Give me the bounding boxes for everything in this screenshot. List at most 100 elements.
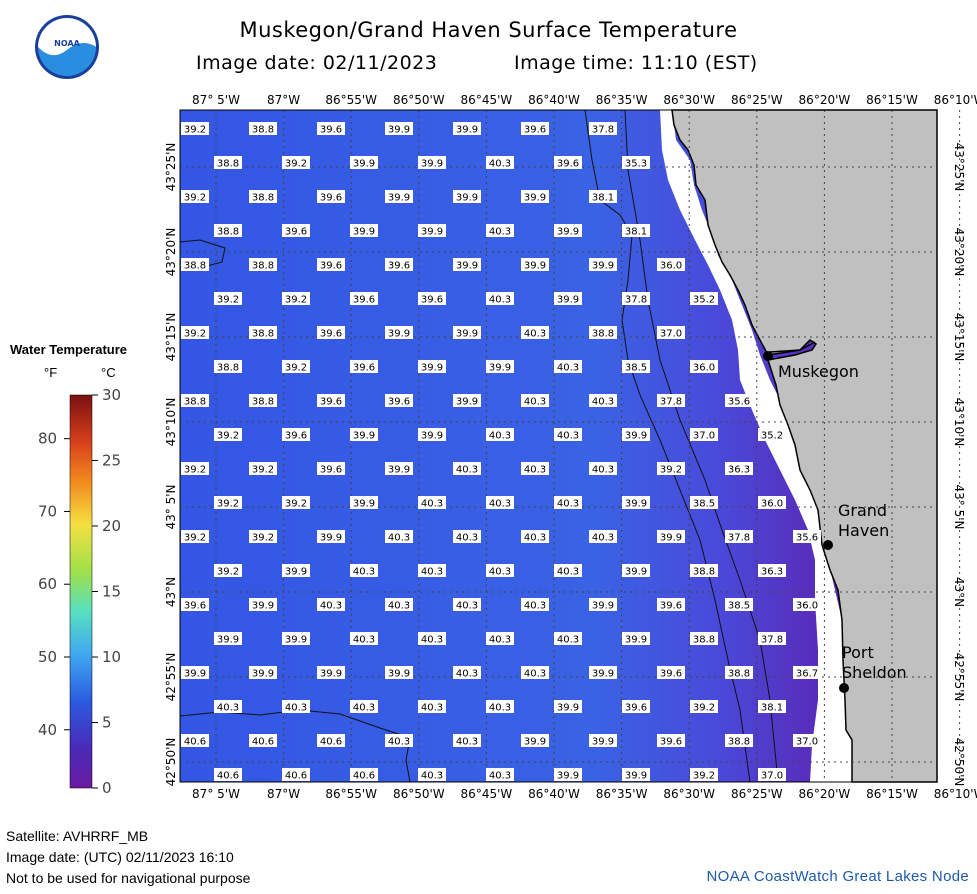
temperature-label: 39.6 <box>625 703 647 714</box>
temperature-label: 39.9 <box>252 669 274 680</box>
noaa-credit: NOAA CoastWatch Great Lakes Node <box>706 868 969 885</box>
temperature-label: 40.6 <box>252 737 274 748</box>
temperature-label: 39.2 <box>252 533 274 544</box>
temperature-label: 38.8 <box>693 567 715 578</box>
temperature-label: 35.2 <box>693 295 715 306</box>
temperature-label-box <box>385 666 413 679</box>
temperature-label-box <box>554 428 582 441</box>
temperature-label: 39.9 <box>592 601 614 612</box>
temperature-label: 36.0 <box>693 363 715 374</box>
temperature-label-box <box>350 224 378 237</box>
temperature-label: 39.9 <box>557 703 579 714</box>
temperature-label: 39.6 <box>660 737 682 748</box>
port-sheldon-marker <box>839 683 849 693</box>
temperature-label: 38.8 <box>592 329 614 340</box>
lon-tick-label-bottom: 86°45'W <box>461 787 513 801</box>
temperature-label: 40.3 <box>421 567 443 578</box>
temperature-label: 39.9 <box>592 261 614 272</box>
legend-fahrenheit-tick: 60 <box>38 575 57 593</box>
image-date: Image date: 02/11/2023 <box>196 52 438 74</box>
temperature-label: 39.6 <box>320 261 342 272</box>
temperature-label-box <box>758 428 786 441</box>
temperature-label: 40.3 <box>456 601 478 612</box>
temperature-label-box <box>282 496 310 509</box>
temperature-label: 37.8 <box>592 125 614 136</box>
temperature-label-box <box>350 700 378 713</box>
legend-celsius-tick: 30 <box>102 386 121 404</box>
temperature-label: 40.3 <box>421 703 443 714</box>
temperature-label-box <box>214 564 242 577</box>
temperature-label-box <box>385 734 413 747</box>
lon-tick-label-top: 86°40'W <box>528 93 580 107</box>
temperature-label: 39.2 <box>184 329 206 340</box>
lat-tick-label-left: 43°25'N <box>164 143 178 192</box>
temperature-label: 40.3 <box>489 567 511 578</box>
noaa-logo: NOAA <box>35 15 99 79</box>
temperature-label-box <box>657 326 685 339</box>
temperature-label-box <box>622 496 650 509</box>
temperature-label-box <box>554 564 582 577</box>
lon-tick-label-bottom: 86°30'W <box>663 787 715 801</box>
temperature-label-box <box>418 700 446 713</box>
temperature-label: 38.1 <box>592 193 614 204</box>
temperature-label-box <box>214 360 242 373</box>
temperature-label-box <box>249 462 277 475</box>
temperature-label: 40.3 <box>557 567 579 578</box>
temperature-label-box <box>521 122 549 135</box>
temperature-label: 39.2 <box>693 771 715 782</box>
temperature-label: 36.0 <box>660 261 682 272</box>
temperature-label-box <box>690 564 718 577</box>
temperature-label-box <box>521 258 549 271</box>
muskegon-marker <box>763 351 773 361</box>
legend-fahrenheit-tick: 70 <box>38 502 57 520</box>
temperature-label-box <box>214 700 242 713</box>
temperature-label-box <box>453 734 481 747</box>
temperature-label-box <box>486 700 514 713</box>
temperature-label: 39.9 <box>592 669 614 680</box>
temperature-label: 40.3 <box>557 499 579 510</box>
grand-haven-marker <box>823 540 833 550</box>
temperature-label-box <box>589 326 617 339</box>
temperature-label: 39.9 <box>456 397 478 408</box>
temperature-label: 39.9 <box>421 159 443 170</box>
legend-celsius-tick: 10 <box>102 648 121 666</box>
lon-tick-label-top: 86°25'W <box>731 93 783 107</box>
place-label-grand-haven: Grand Haven <box>838 501 889 540</box>
temperature-label: 39.2 <box>184 125 206 136</box>
temperature-label: 38.8 <box>217 363 239 374</box>
temperature-label: 40.3 <box>456 465 478 476</box>
temperature-label: 39.9 <box>524 737 546 748</box>
legend-celsius-tick: 15 <box>102 583 121 601</box>
temperature-label: 39.6 <box>285 227 307 238</box>
temperature-label-box <box>793 598 821 611</box>
temperature-label-box <box>554 156 582 169</box>
temperature-label: 37.0 <box>693 431 715 442</box>
temperature-label: 40.6 <box>353 771 375 782</box>
temperature-label-box <box>350 564 378 577</box>
temperature-label: 39.2 <box>693 703 715 714</box>
temperature-label-box <box>453 394 481 407</box>
map-title: Muskegon/Grand Haven Surface Temperature <box>239 18 738 42</box>
lon-tick-label-bottom: 86°20'W <box>799 787 851 801</box>
lat-tick-label-left: 42°50'N <box>164 738 178 787</box>
temperature-label-box <box>418 768 446 781</box>
lon-tick-label-bottom: 86°40'W <box>528 787 580 801</box>
temperature-label: 36.0 <box>796 601 818 612</box>
temperature-label-box <box>589 666 617 679</box>
temperature-label-box <box>453 122 481 135</box>
temperature-label-box <box>657 462 685 475</box>
lon-tick-label-top: 86°55'W <box>325 93 377 107</box>
temperature-label-box <box>181 462 209 475</box>
temperature-label: 40.3 <box>489 159 511 170</box>
temperature-label: 39.9 <box>184 669 206 680</box>
temperature-label-box <box>214 156 242 169</box>
temperature-label: 39.9 <box>456 261 478 272</box>
temperature-label: 37.0 <box>761 771 783 782</box>
lon-tick-label-top: 86°50'W <box>393 93 445 107</box>
temperature-label: 39.6 <box>285 431 307 442</box>
lat-tick-label-right: 43°10'N <box>952 398 966 447</box>
temperature-label-box <box>554 768 582 781</box>
temperature-label-box <box>282 224 310 237</box>
temperature-label: 36.0 <box>761 499 783 510</box>
temperature-label-box <box>214 224 242 237</box>
